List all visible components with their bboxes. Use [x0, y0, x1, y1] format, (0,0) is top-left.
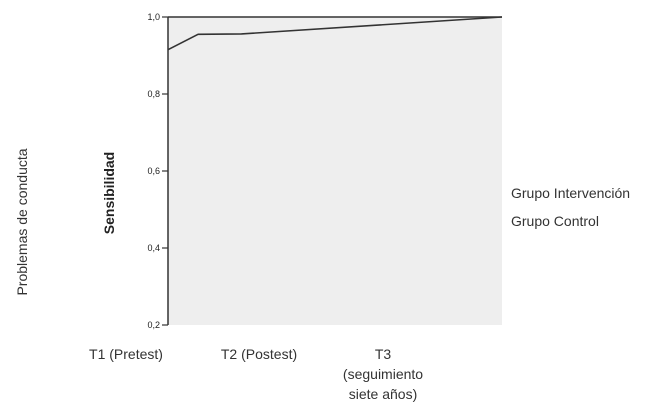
y-axis-ticks: 0,2 0,4 0,6 0,8 1,0 — [147, 12, 168, 330]
y-axis-title: Sensibilidad — [101, 152, 117, 234]
y-tick-label: 0,2 — [147, 320, 160, 330]
x-category-t3: T3 (seguimiento siete años) — [342, 346, 424, 402]
series-group — [167, 16, 503, 51]
legend: Grupo Intervención Grupo Control — [511, 179, 630, 235]
x-category-t1: T1 (Pretest) — [89, 346, 163, 362]
legend-item-control: Grupo Control — [511, 213, 599, 229]
y-tick-label: 0,4 — [147, 243, 160, 253]
y-tick-label: 0,6 — [147, 166, 160, 176]
x-category-t2: T2 (Postest) — [220, 346, 298, 362]
legend-item-intervention: Grupo Intervención — [511, 185, 631, 201]
y-tick-label: 0,8 — [147, 89, 160, 99]
y-tick-label: 1,0 — [147, 12, 160, 22]
plot-area — [168, 17, 502, 325]
series-line-1 — [167, 16, 503, 51]
